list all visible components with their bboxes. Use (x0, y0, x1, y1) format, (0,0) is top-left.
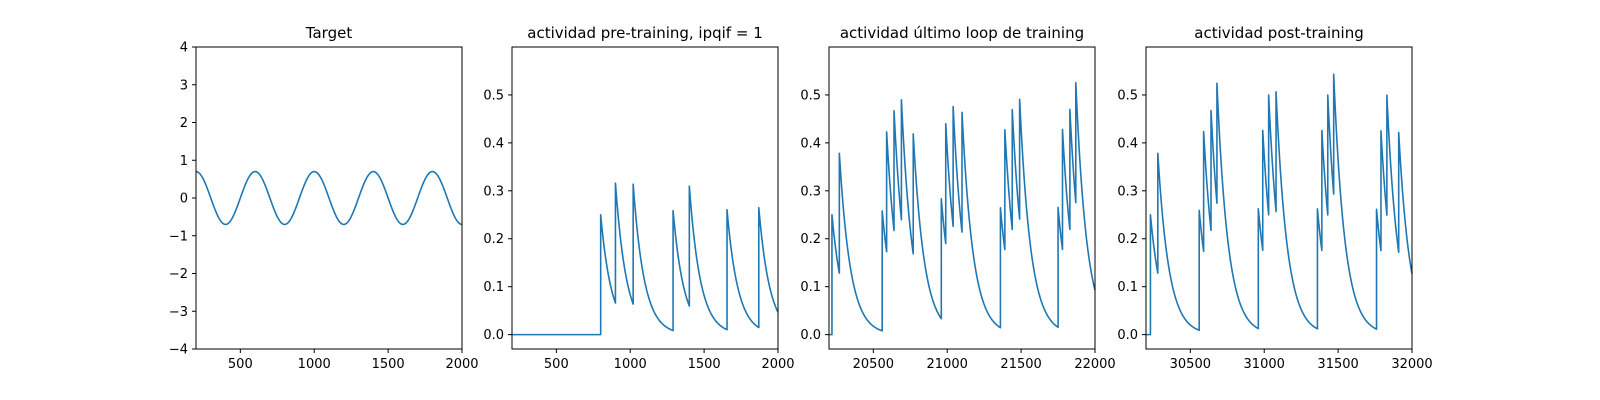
y-tick-label: 0.1 (483, 280, 504, 295)
y-tick-label: −4 (169, 343, 188, 358)
y-tick-label: 3 (180, 78, 188, 93)
x-tick-label: 500 (544, 357, 569, 372)
y-tick-label: 0.1 (1117, 280, 1138, 295)
chart-panel-3: actividad último loop de training 20500 21… (800, 24, 1115, 372)
y-tick-label: 0.0 (483, 328, 504, 343)
x-tick-label: 1500 (372, 357, 405, 372)
x-tick-label: 32000 (1391, 357, 1432, 372)
axes-frame (511, 46, 779, 350)
x-tick-label: 2000 (761, 357, 794, 372)
y-tick-label: 0.3 (800, 184, 821, 199)
y-tick-label: 0 (180, 192, 188, 207)
y-tick-label: 1 (180, 154, 188, 169)
x-tick-label: 22000 (1074, 357, 1115, 372)
x-tick-label: 1000 (614, 357, 647, 372)
axes-frame (1145, 46, 1413, 350)
x-tick-label: 21500 (1000, 357, 1041, 372)
series-line (828, 81, 1096, 336)
chart-title: actividad post-training (1194, 24, 1363, 42)
axes-frame (828, 46, 1096, 350)
y-tick-label: 0.2 (800, 232, 821, 247)
y-tick-label: 0.0 (1117, 328, 1138, 343)
y-tick-label: 0.5 (483, 88, 504, 103)
y-tick-label: 0.2 (483, 232, 504, 247)
x-tick-label: 21000 (927, 357, 968, 372)
chart-title: actividad último loop de training (840, 24, 1084, 42)
x-tick-label: 1000 (298, 357, 331, 372)
y-tick-label: 2 (180, 116, 188, 131)
y-tick-label: 0.4 (800, 136, 821, 151)
y-tick-label: −3 (169, 305, 188, 320)
x-tick-label: 1500 (688, 357, 721, 372)
x-tick-label: 2000 (445, 357, 478, 372)
chart-title: actividad pre-training, ipqif = 1 (527, 24, 763, 42)
y-tick-label: 0.1 (800, 280, 821, 295)
chart-panel-4: actividad post-training 30500 31000 31500 32… (1117, 24, 1432, 372)
y-tick-label: 0.0 (800, 328, 821, 343)
series-line (195, 170, 463, 226)
x-tick-label: 31500 (1317, 357, 1358, 372)
y-tick-label: 0.2 (1117, 232, 1138, 247)
y-tick-label: 0.3 (1117, 184, 1138, 199)
y-tick-label: 0.5 (1117, 88, 1138, 103)
series-line (511, 182, 779, 336)
y-tick-label: 0.5 (800, 88, 821, 103)
y-tick-label: 0.4 (1117, 136, 1138, 151)
chart-panel-1: Target 500 1000 1500 2000 −4 −3 −2 −1 0 1 2 3 4 (169, 24, 479, 372)
y-tick-label: 0.3 (483, 184, 504, 199)
y-tick-label: 4 (180, 41, 188, 56)
y-tick-label: −1 (169, 229, 188, 244)
series-line (1145, 73, 1413, 336)
x-tick-label: 30500 (1170, 357, 1211, 372)
x-tick-label: 20500 (853, 357, 894, 372)
chart-panel-2: actividad pre-training, ipqif = 1 500 1000… (483, 24, 794, 372)
x-tick-label: 31000 (1244, 357, 1285, 372)
chart-title: Target (305, 24, 353, 42)
y-tick-label: −2 (169, 267, 188, 282)
y-tick-label: 0.4 (483, 136, 504, 151)
x-tick-label: 500 (228, 357, 253, 372)
